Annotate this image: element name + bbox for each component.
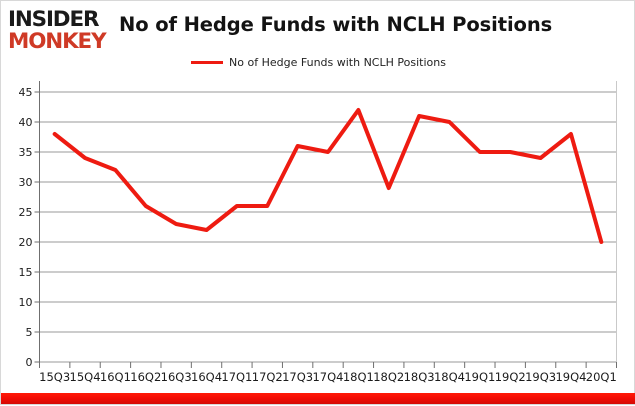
y-tick-label-40: 40 (19, 116, 33, 129)
x-tick-label-16Q3: 16Q3 (161, 370, 192, 384)
y-tick-label-35: 35 (19, 146, 33, 159)
y-tick-label-20: 20 (19, 236, 33, 249)
data-series-group (52, 108, 604, 244)
y-tick-label-45: 45 (19, 86, 33, 99)
x-tick-label-18Q2: 18Q2 (373, 370, 404, 384)
x-axis-tick-labels: 15Q3 15Q4 16Q1 16Q2 16Q3 16Q4 17Q1 17Q2 17Q3 17Q4… (39, 370, 617, 384)
x-tick-label-19Q1: 19Q1 (464, 370, 495, 384)
x-axis-tick-marks (39, 362, 617, 368)
y-axis-tick-labels: 0 5 10 15 20 25 30 35 40 45 (19, 86, 33, 369)
insider-monkey-logo: INSIDER MONKEY (8, 9, 112, 53)
x-tick-label-19Q4: 19Q4 (555, 370, 586, 384)
axis-group (34, 81, 617, 363)
x-tick-label-15Q4: 15Q4 (70, 370, 101, 384)
x-tick-label-16Q4: 16Q4 (191, 370, 222, 384)
bottom-accent-bar (1, 393, 635, 404)
y-tick-label-25: 25 (19, 206, 33, 219)
x-tick-label-17Q2: 17Q2 (252, 370, 283, 384)
y-tick-label-30: 30 (19, 176, 33, 189)
x-tick-label-15Q3: 15Q3 (39, 370, 70, 384)
x-tick-label-18Q1: 18Q1 (343, 370, 374, 384)
y-tick-label-10: 10 (19, 296, 33, 309)
y-tick-label-5: 5 (26, 326, 33, 339)
x-tick-label-18Q3: 18Q3 (404, 370, 435, 384)
legend-label: No of Hedge Funds with NCLH Positions (229, 56, 446, 69)
chart-title: No of Hedge Funds with NCLH Positions (119, 13, 553, 36)
x-tick-label-19Q3: 19Q3 (525, 370, 556, 384)
logo-line-monkey: MONKEY (8, 29, 107, 53)
x-tick-label-17Q1: 17Q1 (221, 370, 252, 384)
chart-legend: No of Hedge Funds with NCLH Positions (1, 56, 635, 69)
gridlines-group (39, 91, 617, 363)
x-tick-label-17Q3: 17Q3 (282, 370, 313, 384)
logo-line-insider: INSIDER (8, 7, 99, 31)
x-tick-label-17Q4: 17Q4 (312, 370, 343, 384)
x-tick-label-16Q1: 16Q1 (100, 370, 131, 384)
x-tick-label-18Q4: 18Q4 (434, 370, 465, 384)
x-tick-label-20Q1: 20Q1 (586, 370, 617, 384)
legend-entry: No of Hedge Funds with NCLH Positions (191, 56, 446, 69)
legend-line-swatch (191, 61, 224, 64)
y-tick-label-0: 0 (26, 356, 33, 369)
y-tick-label-15: 15 (19, 266, 33, 279)
series-line-0 (52, 108, 604, 244)
x-tick-label-19Q2: 19Q2 (495, 370, 526, 384)
x-tick-label-16Q2: 16Q2 (130, 370, 161, 384)
